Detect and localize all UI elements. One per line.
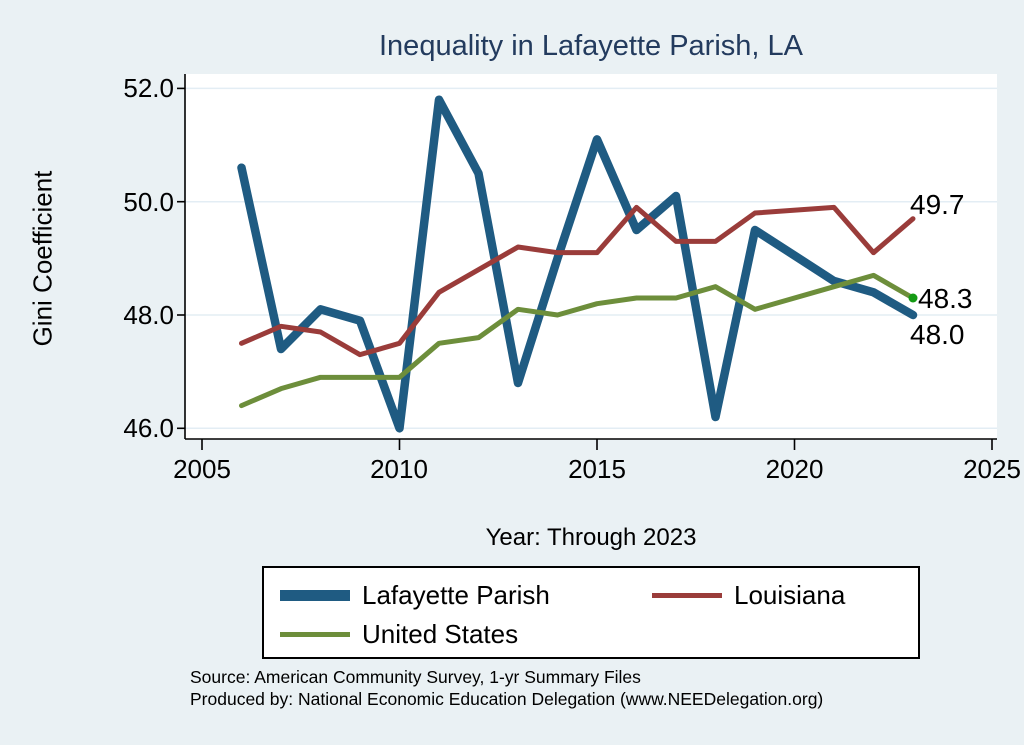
x-tick-label: 2010 xyxy=(370,454,428,484)
legend-swatch-lafayette-parish xyxy=(280,590,350,601)
footer-notes: Source: American Community Survey, 1-yr … xyxy=(190,666,990,710)
x-axis-title: Year: Through 2023 xyxy=(485,524,697,551)
plot-area xyxy=(177,74,997,450)
end-label-louisiana: 49.7 xyxy=(910,189,965,220)
legend: Lafayette Parish Louisiana United States xyxy=(262,566,920,659)
end-label-united-states: 48.3 xyxy=(918,283,973,314)
y-axis-title: Gini Coefficient xyxy=(27,170,58,347)
x-tick-label: 2015 xyxy=(568,454,626,484)
produced-by-note: Produced by: National Economic Education… xyxy=(190,689,824,709)
legend-swatch-louisiana xyxy=(652,593,722,598)
x-tick-label: 2025 xyxy=(963,454,1021,484)
y-tick-label: 50.0 xyxy=(123,187,174,217)
x-tick-label: 2020 xyxy=(765,454,824,484)
legend-label-lafayette-parish: Lafayette Parish xyxy=(362,580,550,610)
legend-label-louisiana: Louisiana xyxy=(734,580,846,610)
source-note: Source: American Community Survey, 1-yr … xyxy=(190,667,641,687)
chart-title: Inequality in Lafayette Parish, LA xyxy=(379,30,803,62)
x-tick-label: 2005 xyxy=(173,454,231,484)
plot-background xyxy=(185,74,997,439)
legend-label-united-states: United States xyxy=(362,619,519,649)
y-tick-label: 46.0 xyxy=(123,413,174,443)
united-states-end-marker xyxy=(908,293,918,303)
end-label-lafayette-parish: 48.0 xyxy=(910,319,965,350)
series-line-united-states xyxy=(239,272,916,409)
y-tick-label: 52.0 xyxy=(123,73,174,103)
legend-swatch-united-states xyxy=(280,632,350,637)
y-tick-label: 48.0 xyxy=(123,300,174,330)
series-line-louisiana xyxy=(239,204,916,358)
series-line-lafayette-parish xyxy=(237,95,918,433)
